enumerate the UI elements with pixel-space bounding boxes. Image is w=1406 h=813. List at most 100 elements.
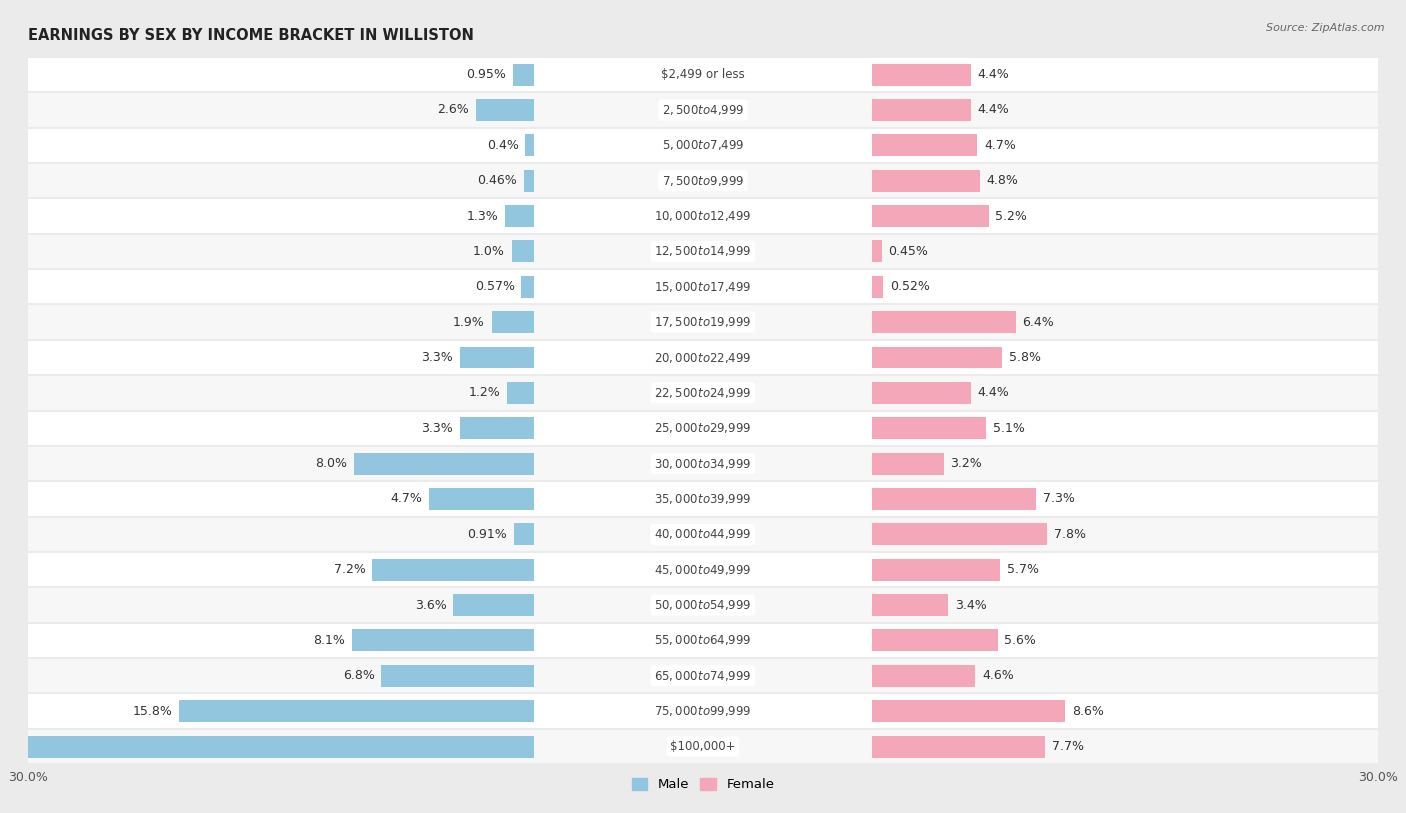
Text: 5.8%: 5.8% bbox=[1010, 351, 1040, 364]
Legend: Male, Female: Male, Female bbox=[626, 772, 780, 797]
Bar bbox=[28, 340, 1378, 375]
Text: 7.8%: 7.8% bbox=[1054, 528, 1085, 541]
Text: $5,000 to $7,499: $5,000 to $7,499 bbox=[662, 138, 744, 152]
Bar bbox=[460, 346, 534, 368]
Bar bbox=[872, 665, 976, 687]
Text: $75,000 to $99,999: $75,000 to $99,999 bbox=[654, 704, 752, 718]
Text: 0.52%: 0.52% bbox=[890, 280, 929, 293]
Bar bbox=[373, 559, 534, 580]
Text: $22,500 to $24,999: $22,500 to $24,999 bbox=[654, 386, 752, 400]
Bar bbox=[872, 594, 948, 616]
Bar bbox=[872, 524, 1047, 546]
Bar bbox=[28, 304, 1378, 340]
Text: $20,000 to $22,499: $20,000 to $22,499 bbox=[654, 350, 752, 364]
Text: 0.95%: 0.95% bbox=[467, 68, 506, 81]
Bar bbox=[429, 488, 534, 510]
Bar bbox=[0, 736, 534, 758]
Bar bbox=[475, 99, 534, 121]
Bar bbox=[872, 346, 1002, 368]
Bar bbox=[28, 57, 1378, 92]
Text: 5.2%: 5.2% bbox=[995, 210, 1028, 223]
Text: $2,499 or less: $2,499 or less bbox=[661, 68, 745, 81]
Text: $35,000 to $39,999: $35,000 to $39,999 bbox=[654, 492, 752, 506]
Text: $2,500 to $4,999: $2,500 to $4,999 bbox=[662, 103, 744, 117]
Bar bbox=[526, 134, 534, 156]
Text: $17,500 to $19,999: $17,500 to $19,999 bbox=[654, 315, 752, 329]
Bar bbox=[28, 163, 1378, 198]
Text: 5.7%: 5.7% bbox=[1007, 563, 1039, 576]
Text: $55,000 to $64,999: $55,000 to $64,999 bbox=[654, 633, 752, 647]
Text: 0.57%: 0.57% bbox=[475, 280, 515, 293]
Bar bbox=[28, 446, 1378, 481]
Text: 1.0%: 1.0% bbox=[474, 245, 505, 258]
Bar bbox=[28, 198, 1378, 234]
Text: 3.6%: 3.6% bbox=[415, 598, 447, 611]
Bar bbox=[872, 629, 998, 651]
Bar bbox=[872, 382, 970, 404]
Bar bbox=[28, 517, 1378, 552]
Bar bbox=[872, 276, 883, 298]
Bar bbox=[28, 729, 1378, 764]
Bar bbox=[872, 700, 1066, 722]
Text: 0.46%: 0.46% bbox=[478, 174, 517, 187]
Bar bbox=[492, 311, 534, 333]
Text: 6.4%: 6.4% bbox=[1022, 315, 1054, 328]
Text: 4.4%: 4.4% bbox=[977, 386, 1010, 399]
Text: 3.2%: 3.2% bbox=[950, 457, 983, 470]
Bar bbox=[872, 417, 987, 439]
Bar bbox=[872, 99, 970, 121]
Bar bbox=[460, 417, 534, 439]
Text: 4.4%: 4.4% bbox=[977, 68, 1010, 81]
Text: 2.6%: 2.6% bbox=[437, 103, 470, 116]
Bar bbox=[28, 659, 1378, 693]
Text: $7,500 to $9,999: $7,500 to $9,999 bbox=[662, 174, 744, 188]
Text: 4.4%: 4.4% bbox=[977, 103, 1010, 116]
Text: $65,000 to $74,999: $65,000 to $74,999 bbox=[654, 669, 752, 683]
Text: $100,000+: $100,000+ bbox=[671, 740, 735, 753]
Bar bbox=[352, 629, 534, 651]
Text: 1.9%: 1.9% bbox=[453, 315, 485, 328]
Text: 5.6%: 5.6% bbox=[1004, 634, 1036, 647]
Bar bbox=[453, 594, 534, 616]
Text: 8.0%: 8.0% bbox=[315, 457, 347, 470]
Bar bbox=[524, 170, 534, 192]
Text: 1.3%: 1.3% bbox=[467, 210, 498, 223]
Text: 3.4%: 3.4% bbox=[955, 598, 987, 611]
Bar bbox=[354, 453, 534, 475]
Bar bbox=[872, 453, 943, 475]
Text: 4.8%: 4.8% bbox=[987, 174, 1018, 187]
Text: 5.1%: 5.1% bbox=[993, 422, 1025, 435]
Text: 0.4%: 0.4% bbox=[486, 139, 519, 152]
Bar bbox=[28, 92, 1378, 128]
Bar bbox=[522, 276, 534, 298]
Bar bbox=[28, 623, 1378, 659]
Text: 1.2%: 1.2% bbox=[468, 386, 501, 399]
Bar bbox=[512, 241, 534, 263]
Bar bbox=[872, 488, 1036, 510]
Text: 8.1%: 8.1% bbox=[314, 634, 346, 647]
Bar bbox=[28, 552, 1378, 587]
Bar bbox=[381, 665, 534, 687]
Text: 7.3%: 7.3% bbox=[1043, 493, 1074, 506]
Bar bbox=[28, 376, 1378, 411]
Text: 4.7%: 4.7% bbox=[389, 493, 422, 506]
Text: $15,000 to $17,499: $15,000 to $17,499 bbox=[654, 280, 752, 293]
Text: $12,500 to $14,999: $12,500 to $14,999 bbox=[654, 245, 752, 259]
Text: $30,000 to $34,999: $30,000 to $34,999 bbox=[654, 457, 752, 471]
Bar bbox=[28, 269, 1378, 304]
Text: 3.3%: 3.3% bbox=[422, 422, 453, 435]
Text: $25,000 to $29,999: $25,000 to $29,999 bbox=[654, 421, 752, 435]
Bar bbox=[28, 693, 1378, 729]
Bar bbox=[28, 128, 1378, 163]
Text: $50,000 to $54,999: $50,000 to $54,999 bbox=[654, 598, 752, 612]
Bar bbox=[872, 311, 1015, 333]
Text: 3.3%: 3.3% bbox=[422, 351, 453, 364]
Bar bbox=[505, 205, 534, 227]
Bar bbox=[513, 63, 534, 85]
Bar bbox=[179, 700, 534, 722]
Text: 4.7%: 4.7% bbox=[984, 139, 1017, 152]
Text: 6.8%: 6.8% bbox=[343, 669, 374, 682]
Text: 15.8%: 15.8% bbox=[132, 705, 172, 718]
Text: 0.91%: 0.91% bbox=[467, 528, 508, 541]
Text: 7.7%: 7.7% bbox=[1052, 740, 1084, 753]
